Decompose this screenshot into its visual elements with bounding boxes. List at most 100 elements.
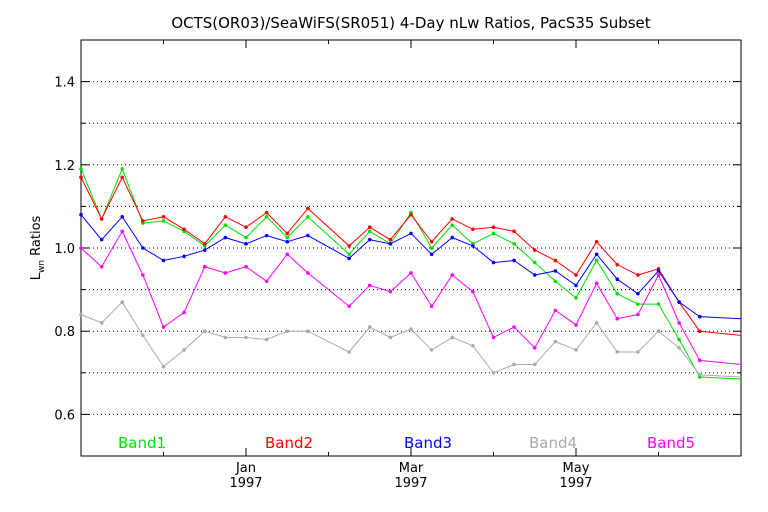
data-point xyxy=(409,212,413,217)
data-point xyxy=(594,321,599,325)
data-point xyxy=(79,212,83,217)
data-point xyxy=(223,271,228,275)
data-point xyxy=(244,235,248,240)
data-point xyxy=(409,327,413,331)
data-point xyxy=(388,335,393,340)
data-point xyxy=(677,300,681,304)
y-tick-label: 1.0 xyxy=(54,242,75,257)
data-point xyxy=(677,337,681,342)
y-axis-label: Lwn Ratios xyxy=(29,215,47,280)
data-point xyxy=(574,283,578,288)
y-tick-label: 1.2 xyxy=(54,159,75,174)
data-point xyxy=(367,237,372,242)
series-tail xyxy=(699,374,742,378)
data-point xyxy=(306,206,310,211)
data-point xyxy=(223,335,228,340)
data-point xyxy=(450,235,455,240)
data-point xyxy=(636,273,640,277)
data-point xyxy=(574,273,578,277)
series-band5 xyxy=(79,229,742,365)
data-point xyxy=(120,300,125,304)
data-point xyxy=(553,308,558,313)
data-point xyxy=(306,215,310,219)
series-line xyxy=(80,176,701,332)
data-point xyxy=(388,289,393,294)
data-point xyxy=(182,310,186,315)
data-point xyxy=(553,258,558,263)
data-point xyxy=(244,242,248,246)
data-point xyxy=(409,231,413,236)
data-point xyxy=(141,273,145,277)
data-point xyxy=(347,256,351,261)
data-point xyxy=(553,279,558,284)
data-point xyxy=(491,260,496,265)
data-point xyxy=(99,264,104,269)
data-point xyxy=(367,325,372,329)
data-point xyxy=(450,273,455,277)
series-tail xyxy=(699,376,742,380)
data-point xyxy=(615,277,620,282)
x-tick-label: Jan xyxy=(235,461,256,476)
data-point xyxy=(182,227,186,232)
data-point xyxy=(512,229,516,234)
data-point xyxy=(594,281,599,286)
data-point xyxy=(636,291,640,296)
series-line xyxy=(80,167,701,378)
data-point xyxy=(99,321,104,325)
y-axis-label-suffix: Ratios xyxy=(29,215,44,260)
x-tick-label: Mar xyxy=(399,461,424,476)
data-point xyxy=(285,235,290,240)
data-point xyxy=(161,219,166,223)
data-point xyxy=(636,312,640,317)
series-line xyxy=(80,214,701,318)
series-tail xyxy=(699,316,742,320)
data-point xyxy=(471,289,475,294)
data-point xyxy=(450,217,455,221)
legend-label-band1: Band1 xyxy=(118,434,166,452)
data-point xyxy=(202,264,207,269)
data-point xyxy=(202,329,207,334)
data-series xyxy=(79,167,742,380)
data-point xyxy=(450,223,455,227)
y-tick-label: 0.6 xyxy=(54,408,75,423)
data-point xyxy=(594,239,599,244)
data-point xyxy=(491,231,496,236)
data-point xyxy=(306,329,310,334)
data-point xyxy=(409,271,413,275)
data-point xyxy=(306,271,310,275)
legend-label-band4: Band4 xyxy=(529,434,577,452)
x-tick-year-label: 1997 xyxy=(559,476,592,491)
data-point xyxy=(79,175,83,180)
legend-label-band2: Band2 xyxy=(265,434,313,452)
data-point xyxy=(244,264,248,269)
data-point xyxy=(223,223,228,227)
data-point xyxy=(553,269,558,273)
series-tail xyxy=(699,330,742,336)
data-point xyxy=(244,335,248,340)
data-point xyxy=(656,269,661,273)
data-point xyxy=(450,335,455,340)
series-line xyxy=(80,230,701,361)
data-point xyxy=(347,304,351,309)
data-point xyxy=(285,239,290,244)
data-point xyxy=(285,231,290,236)
data-point xyxy=(512,258,516,263)
data-point xyxy=(594,252,599,257)
series-band4 xyxy=(79,300,742,378)
data-point xyxy=(636,302,640,306)
data-point xyxy=(532,248,537,252)
data-point xyxy=(367,283,372,288)
data-point xyxy=(491,371,496,375)
data-point xyxy=(182,254,186,259)
data-point xyxy=(388,237,393,242)
data-point xyxy=(532,346,537,350)
data-point xyxy=(615,316,620,321)
grid-lines xyxy=(81,81,741,415)
data-point xyxy=(285,329,290,334)
data-point xyxy=(491,335,496,340)
y-axis-label-main: L xyxy=(29,272,44,280)
data-point xyxy=(574,323,578,327)
data-point xyxy=(202,248,207,252)
data-point xyxy=(574,348,578,352)
data-point xyxy=(223,235,228,240)
